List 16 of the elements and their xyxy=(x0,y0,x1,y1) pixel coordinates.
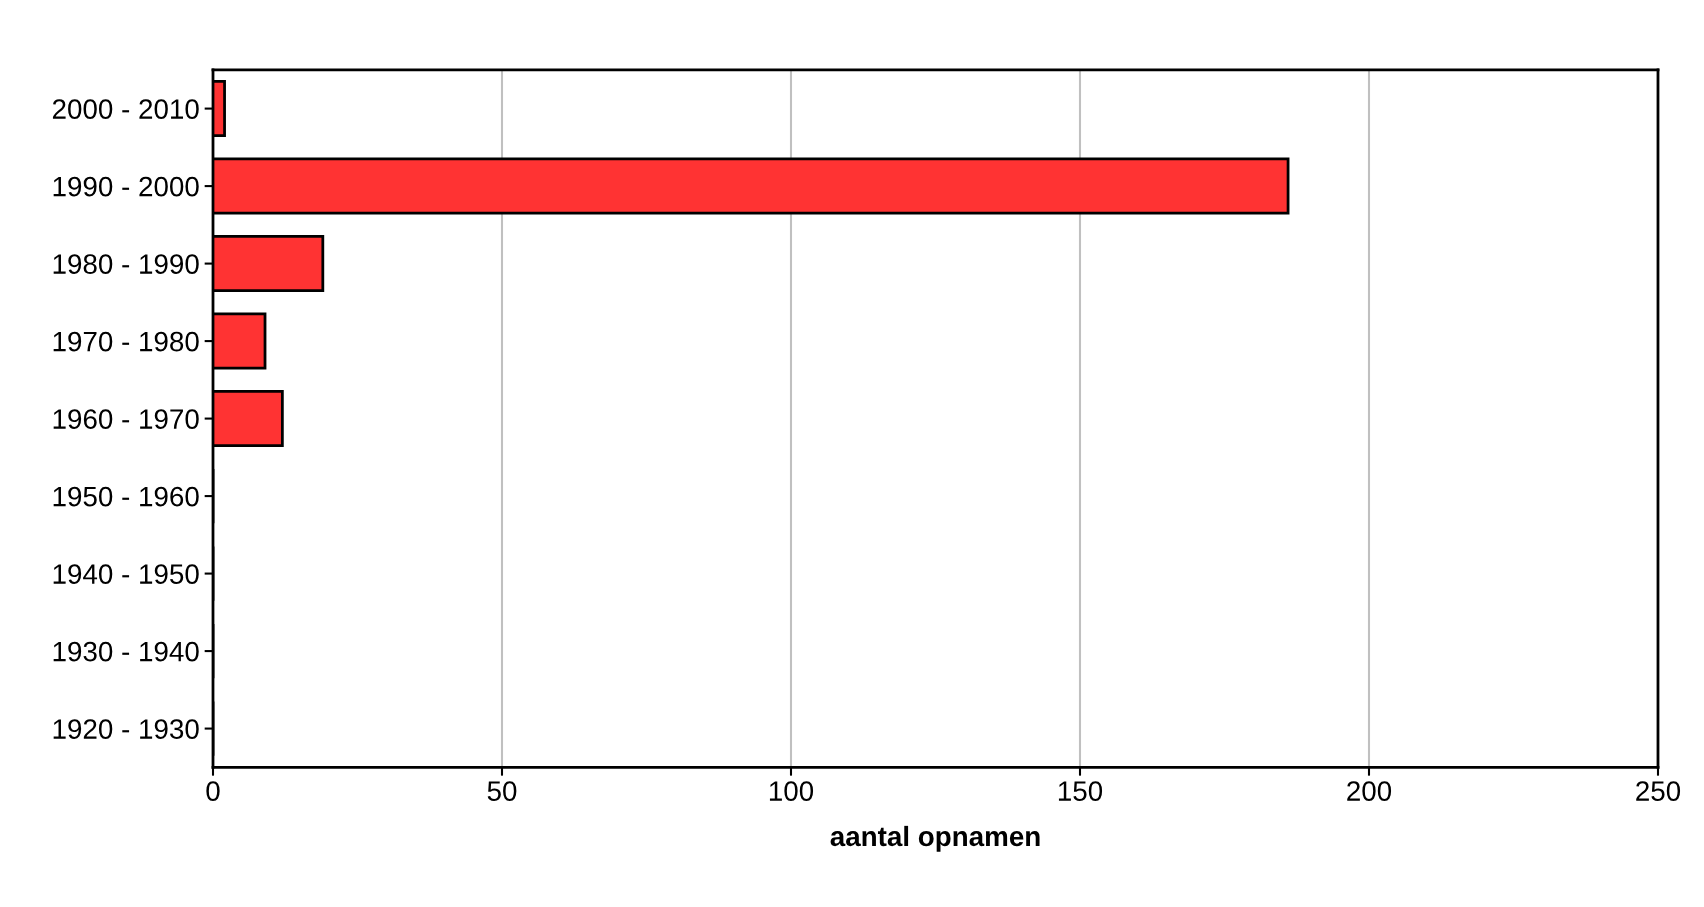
y-tick-label: 1970 - 1980 xyxy=(53,331,199,352)
y-tick-label: 1960 - 1970 xyxy=(53,409,199,429)
x-tick-label: 150 xyxy=(1058,781,1103,801)
x-tick-label: 250 xyxy=(1636,781,1681,801)
y-tick-label: 1980 - 1990 xyxy=(53,254,199,274)
y-tick-label: 1920 - 1930 xyxy=(53,719,199,739)
x-tick-label: 100 xyxy=(769,781,814,801)
y-tick-label: 2000 - 2010 xyxy=(52,99,199,119)
x-axis-title: aantal opnamen xyxy=(830,825,1040,852)
x-tick-label: 200 xyxy=(1347,781,1392,801)
y-tick-label: 1950 - 1960 xyxy=(53,486,199,507)
x-tick-label: 50 xyxy=(487,781,517,801)
y-tick-label: 1990 - 2000 xyxy=(53,176,199,197)
x-tick-label: 0 xyxy=(206,781,220,801)
y-tick-label: 1930 - 1940 xyxy=(53,641,199,662)
y-tick-label: 1940 - 1950 xyxy=(53,564,199,584)
